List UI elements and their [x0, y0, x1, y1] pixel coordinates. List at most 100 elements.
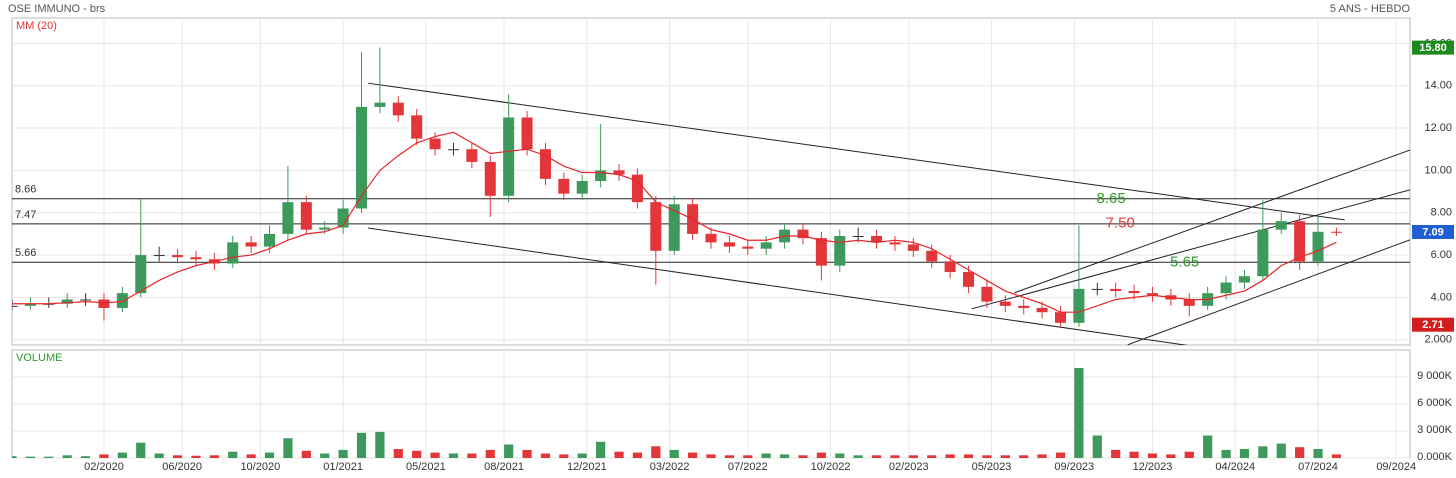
- volume-bar: [1295, 447, 1305, 458]
- candle-body: [1275, 221, 1287, 230]
- x-tick-label: 08/2021: [484, 461, 524, 473]
- x-tick-label: 10/2022: [811, 461, 851, 473]
- volume-bar: [301, 450, 311, 458]
- candle-body: [1330, 231, 1342, 233]
- volume-bar: [1129, 451, 1139, 458]
- price-badge-label: 15.80: [1419, 42, 1447, 54]
- horizontal-line-label: 5.66: [15, 247, 36, 259]
- x-tick-label: 10/2020: [240, 461, 280, 473]
- volume-bar: [688, 452, 698, 458]
- x-tick-label: 12/2023: [1133, 461, 1173, 473]
- candle-body: [834, 236, 846, 266]
- volume-bar: [779, 454, 790, 458]
- volume-bar: [136, 442, 146, 458]
- candle-body: [1312, 231, 1324, 262]
- candle-body: [172, 255, 184, 258]
- volume-bar: [320, 453, 330, 458]
- x-tick-label: 07/2024: [1298, 461, 1338, 473]
- x-tick-label: 05/2021: [406, 461, 446, 473]
- candle-body: [944, 261, 956, 272]
- candle-body: [521, 117, 533, 150]
- volume-bar: [209, 455, 219, 458]
- candle-body: [264, 233, 276, 247]
- candle-body: [631, 174, 643, 203]
- candle-body: [1146, 293, 1158, 296]
- price-panel: [11, 17, 1411, 346]
- volume-bar: [706, 454, 716, 458]
- candle-body: [135, 255, 147, 294]
- candle-body: [539, 149, 551, 179]
- candle-body: [98, 299, 110, 308]
- volume-bar: [412, 450, 422, 458]
- candle-body: [595, 170, 607, 181]
- indicator-label: MM (20): [16, 20, 57, 32]
- candle-body: [153, 255, 165, 257]
- volume-bar: [12, 456, 17, 458]
- x-tick-label: 02/2020: [84, 461, 124, 473]
- x-tick-label: 01/2021: [323, 461, 363, 473]
- volume-bar: [871, 455, 882, 458]
- volume-bar: [1313, 449, 1323, 458]
- candle-body: [871, 236, 883, 243]
- volume-bar: [540, 453, 551, 458]
- candle-body: [245, 242, 257, 247]
- price-badge: [1412, 224, 1454, 239]
- volume-bar: [982, 455, 992, 458]
- x-tick-label: 07/2022: [728, 461, 768, 473]
- volume-bar: [504, 444, 514, 458]
- candle-body: [852, 236, 864, 237]
- candle-body: [411, 115, 423, 139]
- x-tick-label: 12/2021: [567, 461, 607, 473]
- trend-line: [971, 189, 1410, 310]
- volume-bar: [1203, 435, 1213, 458]
- volume-bar: [577, 453, 587, 458]
- candle-body: [12, 305, 18, 307]
- candle-body: [889, 242, 901, 245]
- y-tick-label: 8.00: [1431, 207, 1452, 219]
- volume-bar: [1258, 446, 1268, 458]
- candle-body: [1054, 312, 1067, 323]
- price-badge-label: 2.71: [1422, 319, 1443, 331]
- candle-body: [190, 257, 202, 260]
- volume-bar: [62, 455, 72, 458]
- volume-bar: [945, 454, 955, 458]
- y-tick-label: 4.00: [1431, 291, 1452, 303]
- y-tick-label: 3 000K: [1417, 424, 1453, 436]
- candle-body: [650, 202, 662, 251]
- y-tick-label: 2.000: [1424, 334, 1452, 346]
- y-tick-label: 10.00: [1424, 164, 1452, 176]
- candle-body: [337, 208, 349, 228]
- candle-body: [907, 244, 919, 251]
- volume-bar: [117, 452, 127, 458]
- volume-bar: [1000, 455, 1010, 458]
- volume-bar: [1055, 452, 1066, 458]
- volume-bar: [614, 451, 624, 458]
- volume-bar: [448, 453, 459, 458]
- candle-body: [300, 202, 312, 230]
- candle-body: [374, 102, 386, 107]
- volume-bar: [963, 454, 974, 458]
- candle-body: [1110, 288, 1122, 292]
- candle-body: [429, 138, 441, 150]
- volume-bar: [25, 456, 35, 458]
- volume-bar: [356, 432, 367, 458]
- candle-body: [61, 299, 73, 304]
- candle-body: [1018, 305, 1030, 308]
- candle-body: [797, 229, 809, 239]
- volume-bar: [154, 453, 164, 458]
- chart-title: OSE IMMUNO - brs: [8, 3, 106, 15]
- candle-body: [24, 303, 36, 306]
- candle-body: [705, 233, 717, 243]
- volume-plot: [12, 368, 1342, 458]
- trend-line: [367, 82, 1345, 221]
- candle-body: [80, 299, 92, 301]
- y-tick-label: 14.00: [1424, 80, 1452, 92]
- y-tick-label: 9 000K: [1417, 370, 1453, 382]
- volume-label: VOLUME: [16, 352, 62, 364]
- volume-bar: [80, 456, 91, 458]
- horizontal-line-label: 7.47: [15, 209, 36, 221]
- volume-bar: [1166, 454, 1176, 458]
- x-tick-label: 09/2024: [1376, 461, 1416, 473]
- volume-bar: [191, 455, 201, 458]
